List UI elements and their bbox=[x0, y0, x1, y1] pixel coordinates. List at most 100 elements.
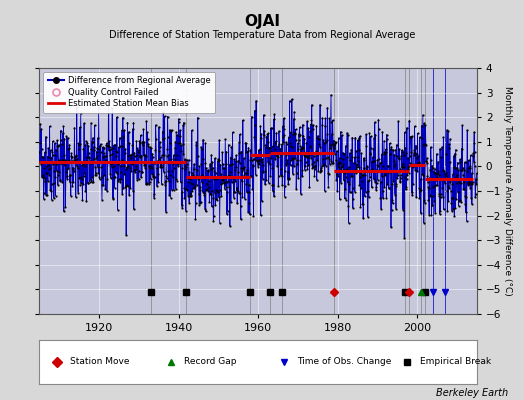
Point bbox=[400, 234, 408, 241]
Point bbox=[318, 115, 326, 121]
Point bbox=[398, 147, 406, 153]
Point bbox=[37, 160, 45, 167]
Point bbox=[450, 164, 458, 170]
Point bbox=[39, 154, 48, 160]
Point bbox=[376, 160, 384, 166]
Point bbox=[43, 170, 51, 176]
Point bbox=[452, 180, 461, 187]
Point bbox=[219, 176, 227, 182]
Point bbox=[192, 200, 200, 206]
Point bbox=[209, 195, 217, 201]
Point bbox=[157, 162, 166, 168]
Point bbox=[270, 111, 278, 118]
Point bbox=[362, 131, 370, 137]
Point bbox=[129, 206, 138, 212]
Point bbox=[333, 188, 342, 194]
Point bbox=[370, 119, 379, 125]
Point bbox=[438, 144, 446, 150]
Point bbox=[381, 172, 389, 178]
Point bbox=[80, 120, 88, 127]
Point bbox=[330, 141, 338, 148]
Point bbox=[463, 127, 472, 133]
Point bbox=[424, 184, 432, 190]
Point bbox=[115, 175, 123, 182]
Text: Difference of Station Temperature Data from Regional Average: Difference of Station Temperature Data f… bbox=[109, 30, 415, 40]
Point bbox=[350, 168, 358, 175]
Point bbox=[129, 188, 137, 194]
Point bbox=[291, 126, 300, 133]
Point bbox=[66, 172, 74, 178]
Point bbox=[104, 143, 113, 149]
Point bbox=[47, 197, 56, 203]
Point bbox=[307, 121, 315, 128]
Point bbox=[456, 158, 464, 165]
Point bbox=[212, 187, 221, 194]
Point bbox=[404, 164, 412, 170]
Point bbox=[311, 165, 319, 172]
Point bbox=[114, 178, 123, 184]
Point bbox=[218, 149, 226, 156]
Point bbox=[217, 177, 226, 184]
Point bbox=[119, 134, 127, 140]
Point bbox=[221, 186, 229, 192]
Point bbox=[42, 134, 50, 140]
Point bbox=[375, 126, 383, 132]
Point bbox=[222, 161, 230, 167]
Point bbox=[111, 184, 119, 191]
Point bbox=[193, 173, 202, 180]
Point bbox=[431, 170, 440, 176]
Point bbox=[299, 132, 308, 139]
Point bbox=[92, 172, 100, 178]
Point bbox=[421, 140, 429, 147]
Point bbox=[40, 164, 48, 171]
Point bbox=[177, 142, 185, 148]
Point bbox=[395, 146, 403, 152]
Point bbox=[240, 164, 248, 170]
Point bbox=[205, 184, 213, 190]
Point bbox=[262, 134, 270, 140]
Point bbox=[276, 150, 284, 157]
Point bbox=[125, 129, 133, 135]
Point bbox=[468, 181, 476, 187]
Point bbox=[451, 150, 459, 157]
Point bbox=[105, 138, 113, 144]
Point bbox=[400, 152, 408, 158]
Point bbox=[138, 142, 147, 148]
Point bbox=[416, 186, 424, 192]
Point bbox=[192, 142, 200, 148]
Point bbox=[449, 206, 457, 212]
Point bbox=[114, 161, 122, 168]
Point bbox=[378, 188, 387, 194]
Point bbox=[401, 186, 410, 193]
Point bbox=[363, 167, 371, 173]
Point bbox=[236, 131, 244, 138]
Point bbox=[60, 152, 69, 158]
Point bbox=[195, 202, 203, 208]
Point bbox=[367, 145, 375, 152]
Point bbox=[378, 172, 386, 179]
Point bbox=[287, 144, 296, 150]
Point bbox=[282, 162, 290, 168]
Point bbox=[232, 187, 241, 194]
Point bbox=[147, 164, 156, 171]
Point bbox=[136, 154, 144, 160]
Point bbox=[275, 141, 283, 147]
Point bbox=[278, 141, 286, 148]
Point bbox=[177, 148, 185, 154]
Point bbox=[151, 122, 160, 128]
Point bbox=[282, 139, 290, 145]
Point bbox=[149, 174, 158, 180]
Point bbox=[302, 140, 311, 146]
Point bbox=[216, 162, 224, 168]
Point bbox=[427, 157, 435, 163]
Point bbox=[470, 129, 478, 135]
Point bbox=[147, 145, 156, 151]
Point bbox=[313, 134, 321, 141]
Point bbox=[339, 161, 347, 167]
Point bbox=[189, 172, 197, 178]
Point bbox=[293, 156, 301, 163]
Point bbox=[460, 185, 468, 192]
Point bbox=[361, 172, 369, 178]
Point bbox=[225, 184, 233, 191]
Point bbox=[211, 189, 219, 196]
